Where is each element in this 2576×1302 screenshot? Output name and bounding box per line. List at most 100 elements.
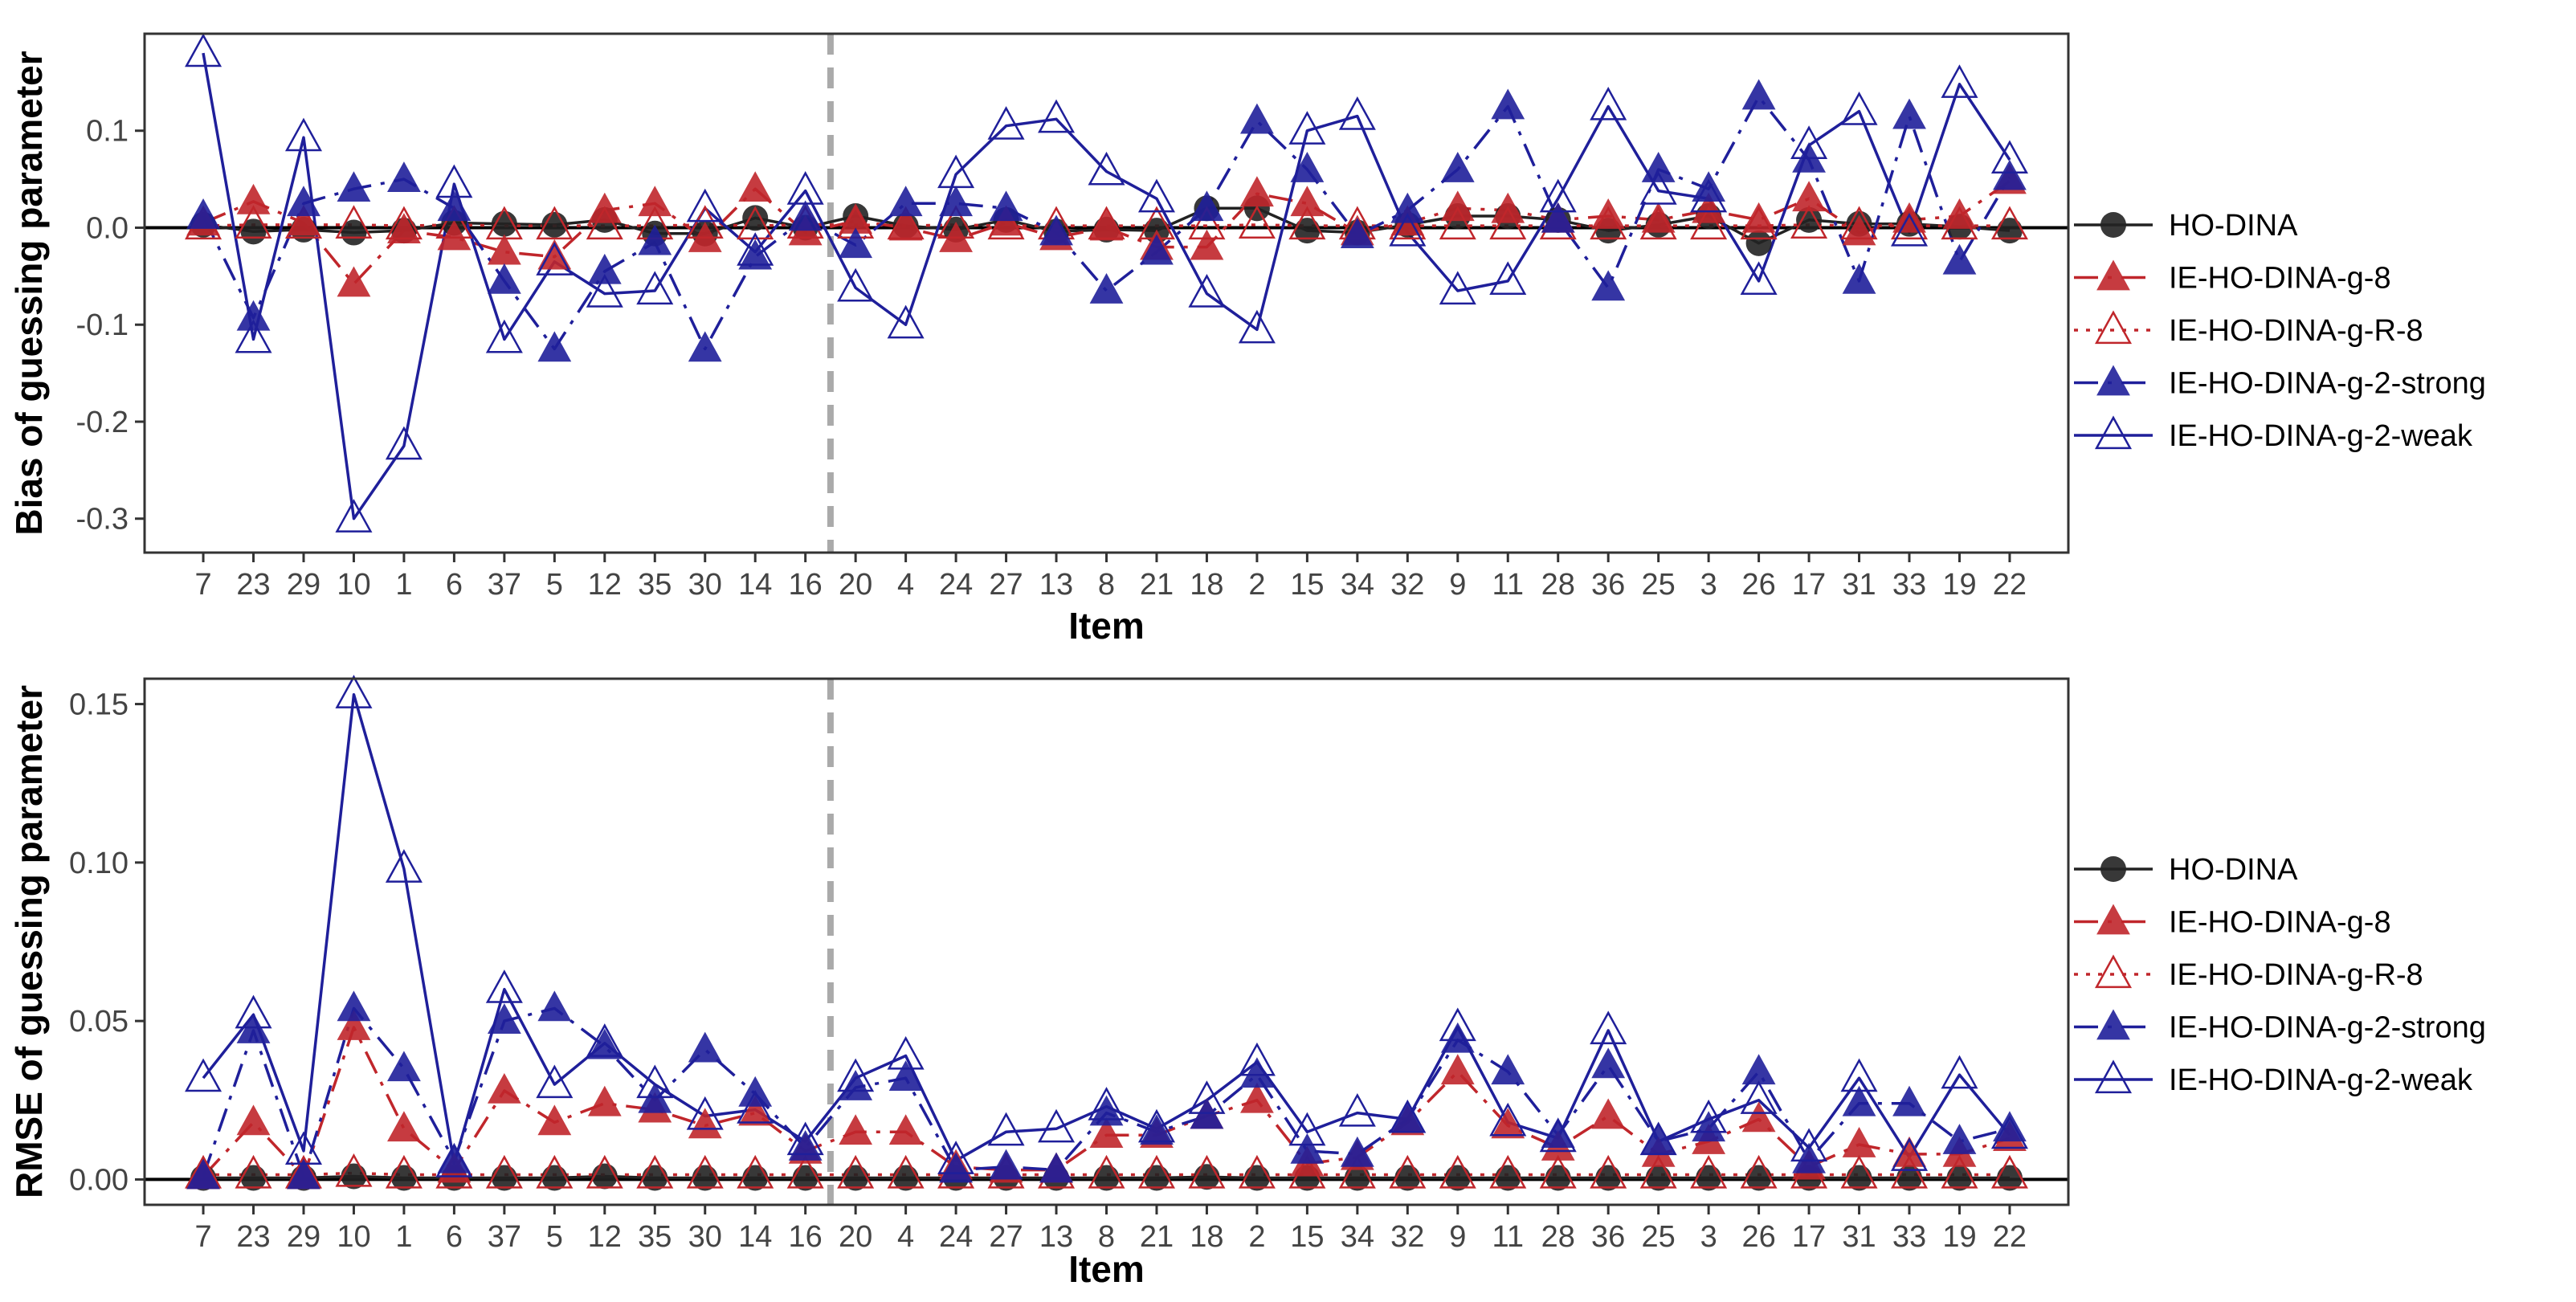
point-ho-dina-item-28 xyxy=(1545,1165,1571,1191)
point-ie-ho-dina-g-2-strong-item-26 xyxy=(1741,79,1776,110)
point-ie-ho-dina-g-r-8-item-30 xyxy=(686,1154,724,1189)
point-ho-dina-item-2 xyxy=(1243,1165,1270,1191)
x-tick-label: 24 xyxy=(939,1220,973,1254)
point-ie-ho-dina-g-8-item-5 xyxy=(537,1104,572,1136)
point-ie-ho-dina-g-2-weak-item-34 xyxy=(1338,96,1376,130)
point-ie-ho-dina-g-8-item-8 xyxy=(1089,1117,1124,1149)
point-ie-ho-dina-g-8-item-2 xyxy=(1240,176,1274,207)
point-ie-ho-dina-g-r-8-item-15 xyxy=(1288,1154,1326,1189)
point-ie-ho-dina-g-r-8-item-25 xyxy=(1639,206,1677,240)
x-tick-label: 14 xyxy=(738,568,772,602)
point-ie-ho-dina-g-2-strong-item-32 xyxy=(1390,1101,1425,1133)
point-ie-ho-dina-g-2-weak-item-19 xyxy=(1941,64,1978,98)
point-ie-ho-dina-g-8-item-10 xyxy=(337,266,371,297)
point-ie-ho-dina-g-2-weak-item-21 xyxy=(1137,1108,1175,1143)
point-ie-ho-dina-g-2-strong-item-20 xyxy=(839,227,873,259)
x-tick-label: 14 xyxy=(738,1220,772,1254)
point-ie-ho-dina-g-2-strong-item-36 xyxy=(1591,270,1626,301)
point-ie-ho-dina-g-r-8-item-36 xyxy=(1590,1154,1627,1189)
point-ie-ho-dina-g-2-strong-item-37 xyxy=(487,263,521,294)
point-ie-ho-dina-g-r-8-item-5 xyxy=(536,1154,574,1189)
point-ie-ho-dina-g-r-8-item-33 xyxy=(1890,1154,1929,1189)
x-tick-label: 5 xyxy=(546,568,563,602)
x-tick-label: 23 xyxy=(236,568,270,602)
point-ie-ho-dina-g-8-item-37 xyxy=(487,1072,521,1104)
legend-key-filled-triangle xyxy=(2096,904,2130,935)
point-ie-ho-dina-g-2-strong-item-33 xyxy=(1892,1085,1926,1116)
point-ie-ho-dina-g-8-item-36 xyxy=(1591,198,1626,229)
panel-1: 0.10.0-0.1-0.2-0.37 23 29 10 1 6 37 5 12 35 30 14 16… xyxy=(8,32,2486,647)
point-ie-ho-dina-g-2-weak-item-13 xyxy=(1038,1108,1076,1143)
point-ho-dina-item-14 xyxy=(742,1165,769,1191)
point-ie-ho-dina-g-2-strong-item-19 xyxy=(1942,1124,1977,1154)
point-ho-dina-item-10 xyxy=(341,1163,367,1190)
point-ie-ho-dina-g-r-8-item-2 xyxy=(1238,1154,1276,1189)
point-ie-ho-dina-g-2-weak-item-8 xyxy=(1088,151,1125,186)
point-ie-ho-dina-g-2-strong-item-26 xyxy=(1741,1054,1776,1085)
point-ie-ho-dina-g-2-weak-item-35 xyxy=(636,271,674,305)
legend-key-open-triangle xyxy=(2094,954,2133,989)
x-tick-label: 15 xyxy=(1290,1220,1324,1254)
x-tick-label: 13 xyxy=(1039,1220,1073,1254)
point-ie-ho-dina-g-r-8-item-3 xyxy=(1690,206,1728,240)
x-tick-label: 6 xyxy=(446,568,463,602)
x-tick-label: 24 xyxy=(939,568,973,602)
x-tick-label: 23 xyxy=(236,1220,270,1254)
point-ie-ho-dina-g-r-8-item-12 xyxy=(586,1154,623,1189)
x-tick-label: 33 xyxy=(1892,568,1926,602)
point-ho-dina-item-10 xyxy=(341,219,367,246)
point-ie-ho-dina-g-8-item-20 xyxy=(839,1114,873,1145)
point-ie-ho-dina-g-r-8-item-2 xyxy=(1238,205,1276,239)
point-ie-ho-dina-g-2-strong-item-28 xyxy=(1541,1117,1575,1149)
point-ie-ho-dina-g-2-weak-item-33 xyxy=(1890,1137,1929,1171)
point-ie-ho-dina-g-r-8-item-14 xyxy=(737,206,774,240)
point-ie-ho-dina-g-r-8-item-10 xyxy=(335,205,373,239)
point-ie-ho-dina-g-r-8-item-23 xyxy=(235,1154,272,1189)
x-tick-label: 15 xyxy=(1290,568,1324,602)
point-ie-ho-dina-g-2-weak-item-30 xyxy=(686,188,724,222)
point-ie-ho-dina-g-8-item-35 xyxy=(638,186,672,217)
point-ho-dina-item-20 xyxy=(843,1165,869,1191)
point-ie-ho-dina-g-2-strong-item-14 xyxy=(738,239,773,270)
point-ho-dina-item-22 xyxy=(1996,218,2023,244)
point-ie-ho-dina-g-2-weak-item-23 xyxy=(235,319,272,353)
point-ie-ho-dina-g-2-weak-item-31 xyxy=(1840,1058,1878,1092)
x-tick-label: 30 xyxy=(688,568,722,602)
point-ie-ho-dina-g-8-item-29 xyxy=(287,205,320,236)
point-ie-ho-dina-g-2-strong-item-1 xyxy=(387,1051,421,1082)
point-ie-ho-dina-g-2-strong-item-19 xyxy=(1942,243,1977,275)
point-ho-dina-item-14 xyxy=(742,205,769,231)
x-tick-label: 32 xyxy=(1390,568,1424,602)
point-ie-ho-dina-g-2-weak-item-12 xyxy=(586,274,623,308)
point-ie-ho-dina-g-2-strong-item-7 xyxy=(186,1158,220,1190)
x-tick-label: 16 xyxy=(789,568,823,602)
point-ho-dina-item-21 xyxy=(1143,1165,1170,1191)
x-tick-label: 16 xyxy=(789,1220,823,1254)
legend-key-circle xyxy=(2100,212,2126,238)
point-ie-ho-dina-g-8-item-1 xyxy=(387,1111,421,1142)
legend-label: IE-HO-DINA-g-2-strong xyxy=(2169,367,2486,401)
point-ie-ho-dina-g-2-strong-item-32 xyxy=(1390,192,1425,223)
point-ho-dina-item-16 xyxy=(792,1165,819,1191)
point-ie-ho-dina-g-2-weak-item-32 xyxy=(1389,212,1427,247)
point-ie-ho-dina-g-2-strong-item-30 xyxy=(688,1031,722,1063)
point-ie-ho-dina-g-2-strong-item-13 xyxy=(1039,214,1073,246)
point-ie-ho-dina-g-2-weak-item-1 xyxy=(385,849,423,883)
point-ie-ho-dina-g-r-8-item-18 xyxy=(1188,1154,1226,1189)
point-ho-dina-item-35 xyxy=(642,1165,668,1191)
point-ie-ho-dina-g-2-strong-item-28 xyxy=(1541,202,1575,233)
point-ie-ho-dina-g-r-8-item-8 xyxy=(1088,1154,1125,1189)
point-ie-ho-dina-g-2-strong-item-11 xyxy=(1491,88,1525,120)
point-ie-ho-dina-g-2-weak-item-7 xyxy=(185,33,222,67)
point-ie-ho-dina-g-r-8-item-1 xyxy=(385,1154,423,1189)
x-tick-label: 25 xyxy=(1642,1220,1676,1254)
legend-label: HO-DINA xyxy=(2169,209,2298,243)
point-ie-ho-dina-g-2-weak-item-22 xyxy=(1990,1115,2028,1149)
point-ie-ho-dina-g-2-strong-item-30 xyxy=(688,331,722,362)
point-ho-dina-item-22 xyxy=(1996,1165,2023,1191)
point-ie-ho-dina-g-2-weak-item-8 xyxy=(1088,1087,1125,1120)
x-tick-label: 36 xyxy=(1591,568,1625,602)
panel-2: 0.150.100.050.007 23 29 10 1 6 37 5 12 35 30 14 16 20… xyxy=(8,675,2486,1290)
point-ie-ho-dina-g-2-weak-item-19 xyxy=(1941,1055,1978,1089)
